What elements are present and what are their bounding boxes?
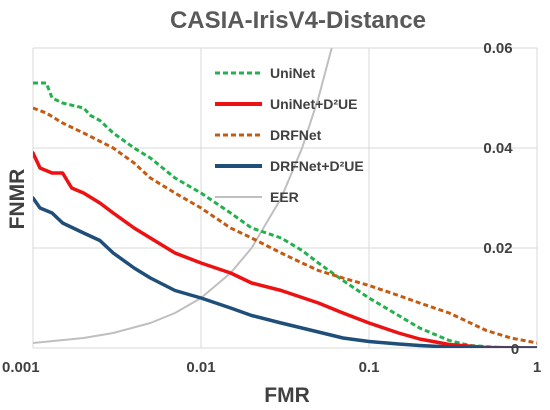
series-layer: [33, 48, 537, 348]
y-axis-title: FNMR: [6, 169, 29, 230]
series-line-3: [33, 196, 537, 348]
x-tick-label: 0.01: [186, 359, 215, 376]
legend: UniNet UniNet+D²UE DRFNet DRFNet+D²UE EER: [215, 65, 364, 205]
x-tick-label: 0.1: [359, 359, 380, 376]
y-tick-label: 0.06: [483, 40, 512, 57]
legend-label-4: EER: [270, 189, 299, 205]
y-tick-label: 0: [511, 341, 519, 358]
legend-label-3: DRFNet+D²UE: [270, 158, 364, 174]
x-axis-title: FMR: [264, 384, 310, 407]
x-tick-label: 0.001: [2, 359, 40, 376]
series-line-0: [33, 81, 537, 348]
legend-label-1: UniNet+D²UE: [270, 96, 358, 112]
y-tick-label: 0.02: [483, 240, 512, 257]
grid: [32, 47, 538, 349]
series-line-2: [33, 106, 537, 345]
chart-title: CASIA-IrisV4-Distance: [170, 7, 426, 34]
legend-label-0: UniNet: [270, 65, 315, 81]
series-line-4: [33, 48, 333, 344]
legend-label-2: DRFNet: [270, 127, 322, 143]
series-line-1: [33, 151, 537, 348]
x-tick-label: 1: [533, 359, 541, 376]
y-tick-label: 0.04: [483, 140, 513, 157]
ticks: 0.001 0.01 0.1 10 0.02 0.04 0.06: [2, 40, 541, 376]
